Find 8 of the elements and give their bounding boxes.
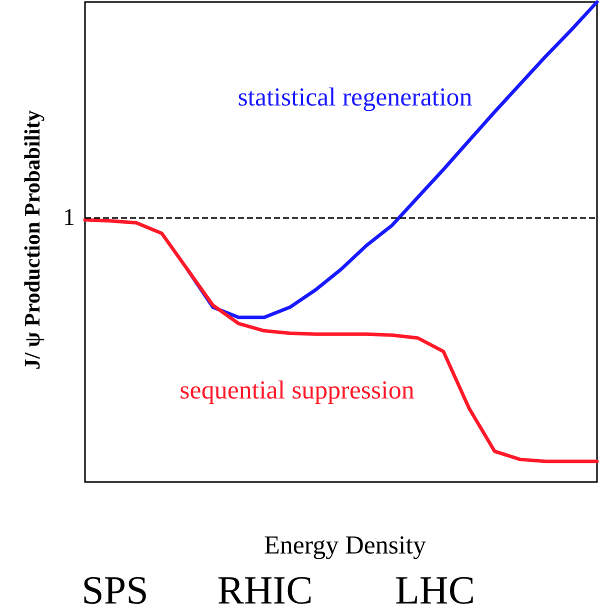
series-label: statistical regeneration [238, 82, 472, 112]
text: SPS [82, 568, 148, 611]
x-axis-title: Energy Density [264, 530, 426, 560]
y-axis-title: J/ ψ Production Probability [20, 110, 44, 370]
series-label: sequential suppression [180, 376, 414, 404]
ref-line-label: 1 [63, 205, 75, 231]
text: LHC [395, 568, 475, 611]
text: RHIC [217, 568, 313, 611]
